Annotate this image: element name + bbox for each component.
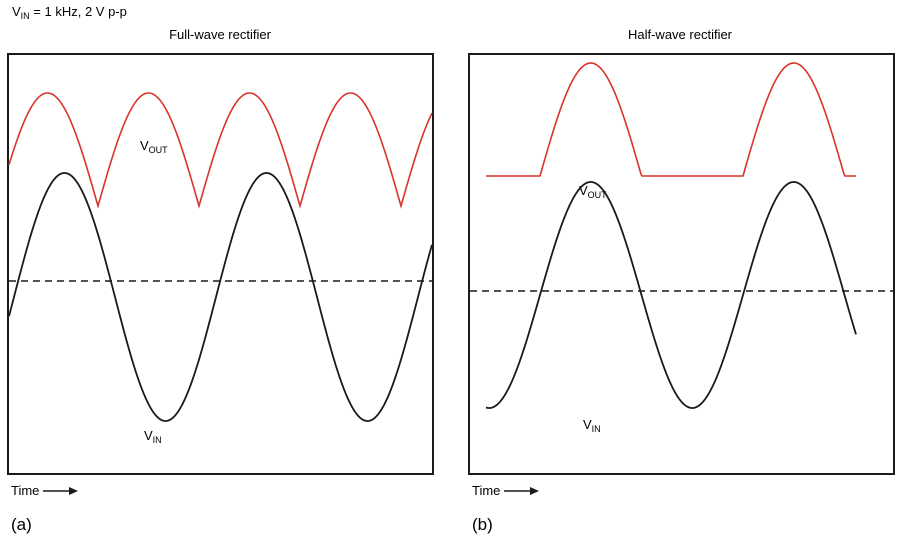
panel-a-vin-label: VIN <box>144 428 162 445</box>
panel-b-caption: (b) <box>472 515 493 534</box>
panel-a-vout-label: VOUT <box>140 138 168 155</box>
panel-b-vout-trace <box>486 62 856 177</box>
panel-b-frame <box>468 53 895 475</box>
panel-b-vin-label: VIN <box>583 417 601 434</box>
panel-b-title: Half-wave rectifier <box>627 27 733 42</box>
panel-a-title: Full-wave rectifier <box>169 27 271 42</box>
panel-a-frame <box>7 53 434 475</box>
input-spec-label: VIN = 1 kHz, 2 V p-p <box>12 4 127 21</box>
right-arrow-icon <box>43 486 79 495</box>
panel-b-time-axis: Time <box>472 483 540 498</box>
panel-b-time-label: Time <box>472 483 501 498</box>
panel-a-vin-trace <box>8 172 433 422</box>
panel-a-time-axis: Time <box>11 483 79 498</box>
panel-a-caption: (a) <box>11 515 32 534</box>
panel-a-vout-trace <box>8 92 433 209</box>
right-arrow-icon <box>504 486 540 495</box>
panel-b-vout-label: VOUT <box>579 183 607 200</box>
panel-b-vin-trace <box>485 181 857 409</box>
panel-a-time-label: Time <box>11 483 40 498</box>
